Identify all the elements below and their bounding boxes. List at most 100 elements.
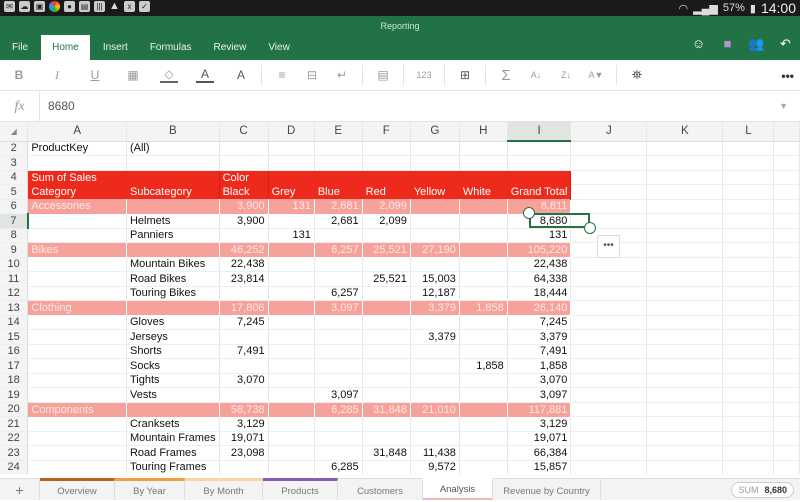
cell-D3[interactable] bbox=[268, 155, 315, 171]
cell-G5[interactable]: Yellow bbox=[410, 184, 460, 199]
cell-empty[interactable] bbox=[646, 184, 724, 200]
cell-I23[interactable]: 66,384 bbox=[507, 445, 572, 461]
cell-F6[interactable]: 2,099 bbox=[362, 199, 411, 214]
italic-button[interactable]: I bbox=[55, 67, 59, 82]
selection-handle-end[interactable] bbox=[584, 222, 596, 234]
borders-button[interactable]: ▦ bbox=[127, 68, 139, 82]
cell-empty[interactable] bbox=[646, 344, 724, 359]
cell-A11[interactable] bbox=[27, 271, 127, 287]
cell-A24[interactable] bbox=[27, 460, 127, 474]
cell-empty[interactable] bbox=[722, 329, 775, 345]
cell-I14[interactable]: 7,245 bbox=[507, 315, 572, 330]
cell-E19[interactable]: 3,097 bbox=[314, 387, 363, 403]
cell-D9[interactable] bbox=[268, 242, 315, 257]
cell-F14[interactable] bbox=[362, 315, 411, 330]
cell-C6[interactable]: 3,900 bbox=[219, 199, 269, 214]
cell-H17[interactable]: 1,858 bbox=[459, 358, 508, 374]
cell-empty[interactable] bbox=[722, 300, 775, 316]
cell-F3[interactable] bbox=[362, 155, 411, 171]
cell-D23[interactable] bbox=[268, 445, 315, 461]
cell-D2[interactable] bbox=[268, 141, 315, 156]
cell-empty[interactable] bbox=[570, 329, 648, 345]
cell-C18[interactable]: 3,070 bbox=[219, 373, 269, 388]
cell-empty[interactable] bbox=[773, 373, 800, 388]
row-header-14[interactable]: 14 bbox=[0, 315, 29, 330]
cell-H10[interactable] bbox=[459, 257, 508, 272]
cell-G10[interactable] bbox=[410, 257, 460, 272]
cell-I17[interactable]: 1,858 bbox=[507, 358, 572, 374]
cell-empty[interactable] bbox=[646, 358, 724, 374]
cell-B18[interactable]: Tights bbox=[126, 373, 220, 388]
cell-empty[interactable] bbox=[722, 155, 775, 171]
tab-insert[interactable]: Insert bbox=[102, 42, 128, 53]
formula-input[interactable]: 8680 bbox=[48, 99, 75, 113]
insert-cells-button[interactable]: ⊞ bbox=[459, 68, 471, 82]
more-options-button[interactable]: ••• bbox=[781, 69, 794, 83]
cell-empty[interactable] bbox=[570, 358, 648, 374]
cell-G14[interactable] bbox=[410, 315, 460, 330]
cell-D24[interactable] bbox=[268, 460, 315, 474]
cell-H7[interactable] bbox=[459, 213, 508, 229]
row-header-15[interactable]: 15 bbox=[0, 329, 29, 345]
cell-I6[interactable]: 8,811 bbox=[507, 199, 572, 214]
cell-E17[interactable] bbox=[314, 358, 363, 374]
cell-I16[interactable]: 7,491 bbox=[507, 344, 572, 359]
cell-empty[interactable] bbox=[646, 242, 724, 258]
row-header-13[interactable]: 13 bbox=[0, 300, 29, 316]
cell-B6[interactable] bbox=[126, 199, 220, 214]
cell-G17[interactable] bbox=[410, 358, 460, 374]
cell-empty[interactable] bbox=[773, 213, 800, 229]
cell-A5[interactable]: Category bbox=[27, 184, 127, 199]
cell-F8[interactable] bbox=[362, 228, 411, 243]
underline-button[interactable]: U bbox=[90, 68, 100, 82]
cell-empty[interactable] bbox=[570, 170, 648, 185]
cell-empty[interactable] bbox=[773, 170, 800, 185]
cell-D17[interactable] bbox=[268, 358, 315, 374]
cell-C11[interactable]: 23,814 bbox=[219, 271, 269, 287]
cell-E18[interactable] bbox=[314, 373, 363, 388]
cell-empty[interactable] bbox=[773, 184, 800, 200]
cell-D20[interactable] bbox=[268, 402, 315, 417]
cell-H4[interactable] bbox=[459, 170, 508, 185]
cell-D12[interactable] bbox=[268, 286, 315, 301]
cell-C13[interactable]: 17,806 bbox=[219, 300, 269, 315]
cell-E14[interactable] bbox=[314, 315, 363, 330]
cell-E20[interactable]: 6,285 bbox=[314, 402, 363, 417]
cell-F24[interactable] bbox=[362, 460, 411, 474]
cell-E13[interactable]: 3,097 bbox=[314, 300, 363, 315]
cell-empty[interactable] bbox=[570, 286, 648, 301]
cell-H18[interactable] bbox=[459, 373, 508, 388]
cell-C14[interactable]: 7,245 bbox=[219, 315, 269, 330]
sort-ascending-button[interactable]: A↓ bbox=[530, 70, 542, 80]
row-header-5[interactable]: 5 bbox=[0, 184, 29, 200]
cell-empty[interactable] bbox=[570, 445, 648, 461]
row-header-10[interactable]: 10 bbox=[0, 257, 29, 272]
cell-E8[interactable] bbox=[314, 228, 363, 243]
cell-A10[interactable] bbox=[27, 257, 127, 272]
cell-B23[interactable]: Road Frames bbox=[126, 445, 220, 461]
filter-button[interactable]: A▼ bbox=[588, 70, 604, 80]
cell-A19[interactable] bbox=[27, 387, 127, 403]
cell-A20[interactable]: Components bbox=[27, 402, 127, 417]
cell-F9[interactable]: 25,521 bbox=[362, 242, 411, 257]
cell-empty[interactable] bbox=[773, 300, 800, 316]
cell-D13[interactable] bbox=[268, 300, 315, 315]
row-header-2[interactable]: 2 bbox=[0, 141, 29, 156]
row-header-24[interactable]: 24 bbox=[0, 460, 29, 474]
cell-F12[interactable] bbox=[362, 286, 411, 301]
cell-H22[interactable] bbox=[459, 431, 508, 446]
sheet-tab-customers[interactable]: Customers bbox=[338, 478, 423, 500]
cell-empty[interactable] bbox=[722, 387, 775, 403]
cell-empty[interactable] bbox=[722, 358, 775, 374]
cell-H9[interactable] bbox=[459, 242, 508, 257]
cell-H24[interactable] bbox=[459, 460, 508, 474]
cell-E7[interactable]: 2,681 bbox=[314, 213, 363, 229]
cell-C16[interactable]: 7,491 bbox=[219, 344, 269, 359]
cell-empty[interactable] bbox=[722, 460, 775, 474]
sheet-tab-revenue-by-country[interactable]: Revenue by Country bbox=[493, 478, 601, 500]
cell-I13[interactable]: 26,140 bbox=[507, 300, 572, 315]
row-header-18[interactable]: 18 bbox=[0, 373, 29, 388]
cell-E16[interactable] bbox=[314, 344, 363, 359]
row-header-11[interactable]: 11 bbox=[0, 271, 29, 287]
cell-B19[interactable]: Vests bbox=[126, 387, 220, 403]
